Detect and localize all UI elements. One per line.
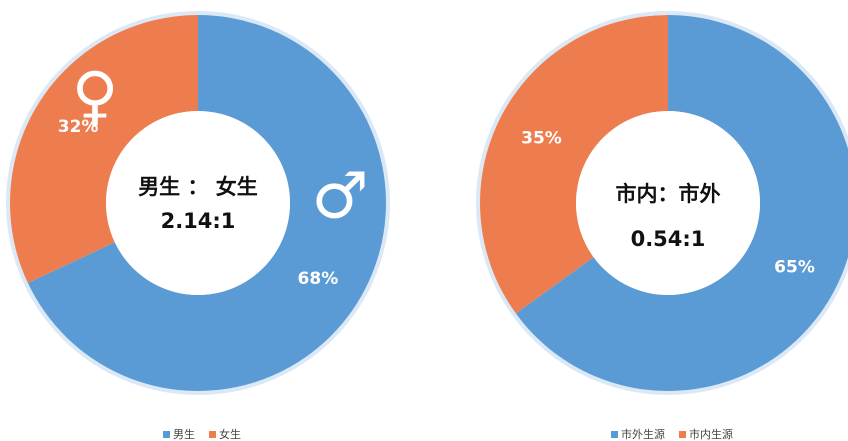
symbol: ♀ xyxy=(72,60,119,134)
center-text: 市内：市外 xyxy=(616,182,721,206)
data-label: 65% xyxy=(774,257,815,277)
donut-glow xyxy=(476,11,848,395)
donut-hole xyxy=(106,111,290,295)
legend-label: 市内生源 xyxy=(689,427,733,441)
symbol: ♂ xyxy=(311,160,368,234)
center-text: 0.54:1 xyxy=(631,227,706,251)
legend-label: 男生 xyxy=(173,427,195,441)
legend-swatch xyxy=(611,431,618,438)
legend-label: 市外生源 xyxy=(621,427,665,441)
legend-swatch xyxy=(209,431,216,438)
center-text: 男生 ： 女生 xyxy=(138,175,258,199)
donut-slice xyxy=(10,15,198,284)
data-label: 68% xyxy=(298,269,339,289)
data-label: 32% xyxy=(58,117,99,137)
legend-swatch xyxy=(679,431,686,438)
legend-label: 女生 xyxy=(219,427,241,441)
donut-slice xyxy=(479,15,668,314)
donut-glow xyxy=(6,11,390,395)
center-text: 2.14:1 xyxy=(161,209,236,233)
donut-slice xyxy=(27,15,386,391)
donut-slice xyxy=(515,15,848,391)
legend-swatch xyxy=(163,431,170,438)
donut-hole xyxy=(576,111,760,295)
data-label: 35% xyxy=(521,129,562,149)
